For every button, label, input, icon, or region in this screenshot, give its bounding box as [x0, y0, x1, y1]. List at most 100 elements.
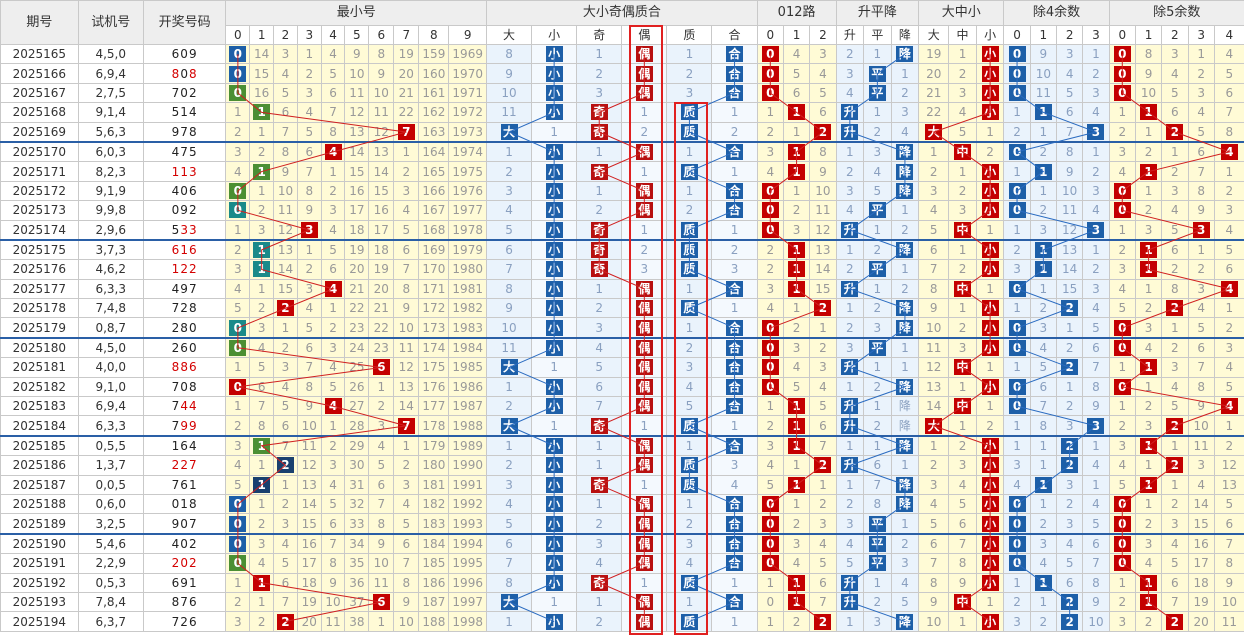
table-row[interactable]: 2025185 0,5,5 164 3 1 7 11 2 29 4 1 179 1989 1 小 1 偶 1 合 3 1… [0, 434, 1244, 457]
min-cell: 7 [320, 532, 346, 555]
min-cell-mark: 2 [276, 300, 294, 317]
table-row[interactable]: 2025169 5,6,3 978 2 1 7 5 8 13 12 7 163 1973 大 1 奇 2 质 2 2 1… [0, 121, 1244, 143]
header-bms[interactable]: 大中小 [918, 0, 1005, 26]
mod5-cell: 1 [1161, 140, 1189, 163]
header-mod4[interactable]: 除4余数 [1003, 0, 1110, 26]
mod4-cell: 1 [1003, 357, 1031, 378]
table-row[interactable]: 2025186 1,3,7 227 4 1 2 12 3 30 5 2 180 1990 2 小 1 偶质 3 4 1… [0, 455, 1244, 476]
bsoe-cell: 2 [576, 513, 623, 535]
table-row[interactable]: 2025170 6,0,3 475 3 2 8 6 4 14 13 1 164 1974 1 小 1 偶 1 合 3 1… [0, 140, 1244, 163]
draw-digit: 2 [171, 458, 181, 473]
route-cell: 0 [756, 336, 784, 359]
table-row[interactable]: 2025173 9,9,8 092 0 2 11 9 3 17 16 4 167 1977 4 小 2 偶 2 合 0… [0, 200, 1244, 221]
table-row[interactable]: 2025166 6,9,4 808 0 15 4 2 5 10 9 20 160 1970 9 小 2 偶 2 合 0… [0, 63, 1244, 84]
route-cell: 6 [809, 415, 837, 437]
min-cell: 9 [393, 591, 420, 613]
min-cell: 7 [393, 553, 420, 574]
table-row[interactable]: 2025182 9,1,0 708 0 6 4 8 5 26 1 13 176 1986 1 小 6 偶 4 合 0 5… [0, 376, 1244, 398]
table-row[interactable]: 2025171 8,2,3 113 4 1 9 7 1 15 14 2 165 1975 2 小奇 1 质 1 4 1… [0, 161, 1244, 182]
trend-cell-mark: 升 [841, 398, 859, 415]
table-row[interactable]: 2025172 9,1,9 406 0 1 10 8 2 16 15 3 166 1976 3 小 1 偶 1 合 0… [0, 180, 1244, 202]
min-cell: 3 [273, 43, 298, 65]
trial-cell: 6,3,7 [77, 611, 144, 632]
min-cell-mark: 0 [229, 340, 247, 357]
mod4-cell: 1 [1082, 238, 1110, 261]
table-row[interactable]: 2025165 4,5,0 609 0 14 3 1 4 9 8 19 159 1969 8 小 1 偶 1 合 0 4… [0, 43, 1244, 65]
table-row[interactable]: 2025190 5,4,6 402 0 3 4 16 7 34 9 6 184 1994 6 小 3 偶 3 合 0 3… [0, 532, 1244, 555]
mod5-cell: 5 [1213, 63, 1244, 84]
trend-cell: 升 [835, 396, 865, 417]
table-row[interactable]: 2025175 3,7,3 616 2 1 13 1 5 19 18 6 169 1979 6 小奇 2 质 2 2… [0, 238, 1244, 261]
min-cell: 3 [296, 219, 322, 241]
draw-number: 616 [172, 243, 198, 257]
table-row[interactable]: 2025174 2,9,6 533 1 3 12 3 4 18 17 5 168 1978 5 小奇 1 质 1 0… [0, 219, 1244, 241]
table-row[interactable]: 2025167 2,7,5 702 0 16 5 3 6 11 10 21 161 1971 10 小 3 偶 3… [0, 82, 1244, 104]
min-cell: 1 [368, 611, 395, 632]
bsoe-cell-mark: 质 [680, 163, 698, 180]
route-cell-mark: 0 [761, 496, 779, 513]
bms-cell: 2 [918, 455, 950, 476]
header-bsoe[interactable]: 大小奇偶质合 [486, 0, 758, 26]
bsoe-cell: 合 [711, 513, 758, 535]
mod5-cell: 2 [1108, 238, 1136, 261]
table-row[interactable]: 2025194 6,3,7 726 3 2 2 20 11 38 1 10 188 1998 1 小 2 偶质 1… [0, 611, 1244, 632]
table-row[interactable]: 2025177 6,3,3 497 4 1 15 3 4 21 20 8 171 1981 8 小 1 偶 1 合 3… [0, 278, 1244, 300]
draw-cell: 808 [142, 63, 227, 84]
table-row[interactable]: 2025193 7,8,4 876 2 1 7 19 10 37 6 9 187 1997 大 1 1 偶 1 合 0… [0, 591, 1244, 613]
header-issue[interactable]: 期号 [0, 0, 79, 45]
min-cell: 4 [393, 200, 420, 221]
bsoe-cell-mark: 合 [726, 340, 744, 357]
min-cell: 9 [296, 396, 322, 417]
mod4-cell: 11 [1029, 82, 1058, 104]
mod5-cell-mark: 0 [1113, 84, 1131, 101]
table-row[interactable]: 2025188 0,6,0 018 0 1 2 14 5 32 7 4 182 1992 4 小 1 偶 1 合 0 1… [0, 493, 1244, 515]
bsoe-cell: 合 [711, 43, 758, 65]
bsoe-cell: 5 [485, 219, 533, 241]
header-min[interactable]: 最小号 [225, 0, 487, 26]
bsoe-cell: 合 [711, 357, 758, 378]
bsoe-cell: 6 [576, 376, 623, 398]
min-cell-mark: 1 [253, 574, 271, 591]
bsoe-cell: 合 [711, 493, 758, 515]
table-row[interactable]: 2025178 7,4,8 728 5 2 2 4 1 22 21 9 172 1982 9 小 2 偶质 1 4 1… [0, 298, 1244, 319]
table-row[interactable]: 2025189 3,2,5 907 0 2 3 15 6 33 8 5 183 1993 5 小 2 偶 2 合 0 2… [0, 513, 1244, 535]
table-row[interactable]: 2025176 4,6,2 122 3 1 14 2 6 20 19 7 170 1980 7 小奇 3 质 3 2… [0, 259, 1244, 280]
min-cell: 1 [225, 357, 251, 378]
table-row[interactable]: 2025168 9,1,4 514 1 1 6 4 7 12 11 22 162 1972 11 小奇 1 质 1… [0, 102, 1244, 123]
min-cell: 4 [273, 376, 298, 398]
header-trial[interactable]: 试机号 [77, 0, 144, 45]
route-cell: 3 [809, 513, 837, 535]
table-row[interactable]: 2025192 0,5,3 691 1 1 6 18 9 36 11 8 186 1996 8 小奇 1 质 1 1… [0, 572, 1244, 593]
trend-cell: 1 [863, 396, 892, 417]
min-cell-mark: 0 [229, 84, 247, 101]
table-row[interactable]: 2025181 4,0,0 886 1 5 3 7 4 25 6 12 175 1985 大 1 5 偶 3 合 0 4… [0, 357, 1244, 378]
header-trend[interactable]: 升平降 [835, 0, 920, 26]
table-row[interactable]: 2025183 6,9,4 744 1 7 5 9 4 27 2 14 177 1987 2 小 7 偶 5 合 1 1… [0, 396, 1244, 417]
min-cell: 1 [296, 238, 322, 261]
bsoe-cell: 合 [711, 553, 758, 574]
trend-cell: 1 [835, 611, 865, 632]
table-row[interactable]: 2025184 6,3,3 799 2 8 6 10 1 28 3 7 178 1988 大 1 奇 1 质 1 2 1… [0, 415, 1244, 437]
bsoe-cell-mark: 奇 [590, 123, 608, 140]
bms-2: 小 [975, 25, 1005, 45]
table-row[interactable]: 2025187 0,0,5 761 5 1 1 13 4 31 6 3 181 1991 3 小奇 1 质 4 5 1… [0, 474, 1244, 495]
table-row[interactable]: 2025191 2,2,9 202 0 4 5 17 8 35 10 7 185 1995 7 小 4 偶 4 合 0… [0, 553, 1244, 574]
table-row[interactable]: 2025180 4,5,0 260 0 4 2 6 3 24 23 11 174 1984 11 小 4 偶 2 合… [0, 336, 1244, 359]
mod5-cell: 3 [1187, 82, 1215, 104]
mod5-cell: 0 [1108, 317, 1136, 339]
mod4-cell: 4 [1082, 102, 1110, 123]
draw-digit: 8 [180, 360, 189, 375]
min-cell: 3 [296, 278, 322, 300]
header-draw[interactable]: 开奖号码 [142, 0, 227, 45]
mod5-cell: 4 [1213, 140, 1244, 163]
min-cell: 15 [344, 161, 370, 182]
bms-cell: 2 [948, 259, 977, 280]
bsoe-cell: 10 [485, 317, 533, 339]
header-mod5[interactable]: 除5余数 [1108, 0, 1244, 26]
trend-cell: 2 [863, 298, 892, 319]
header-route012[interactable]: 012路 [756, 0, 837, 26]
mod4-cell: 2 [1055, 336, 1084, 359]
min-cell: 18 [344, 219, 370, 241]
table-row[interactable]: 2025179 0,8,7 280 0 3 1 5 2 23 22 10 173 1983 10 小 3 偶 1 合… [0, 317, 1244, 339]
